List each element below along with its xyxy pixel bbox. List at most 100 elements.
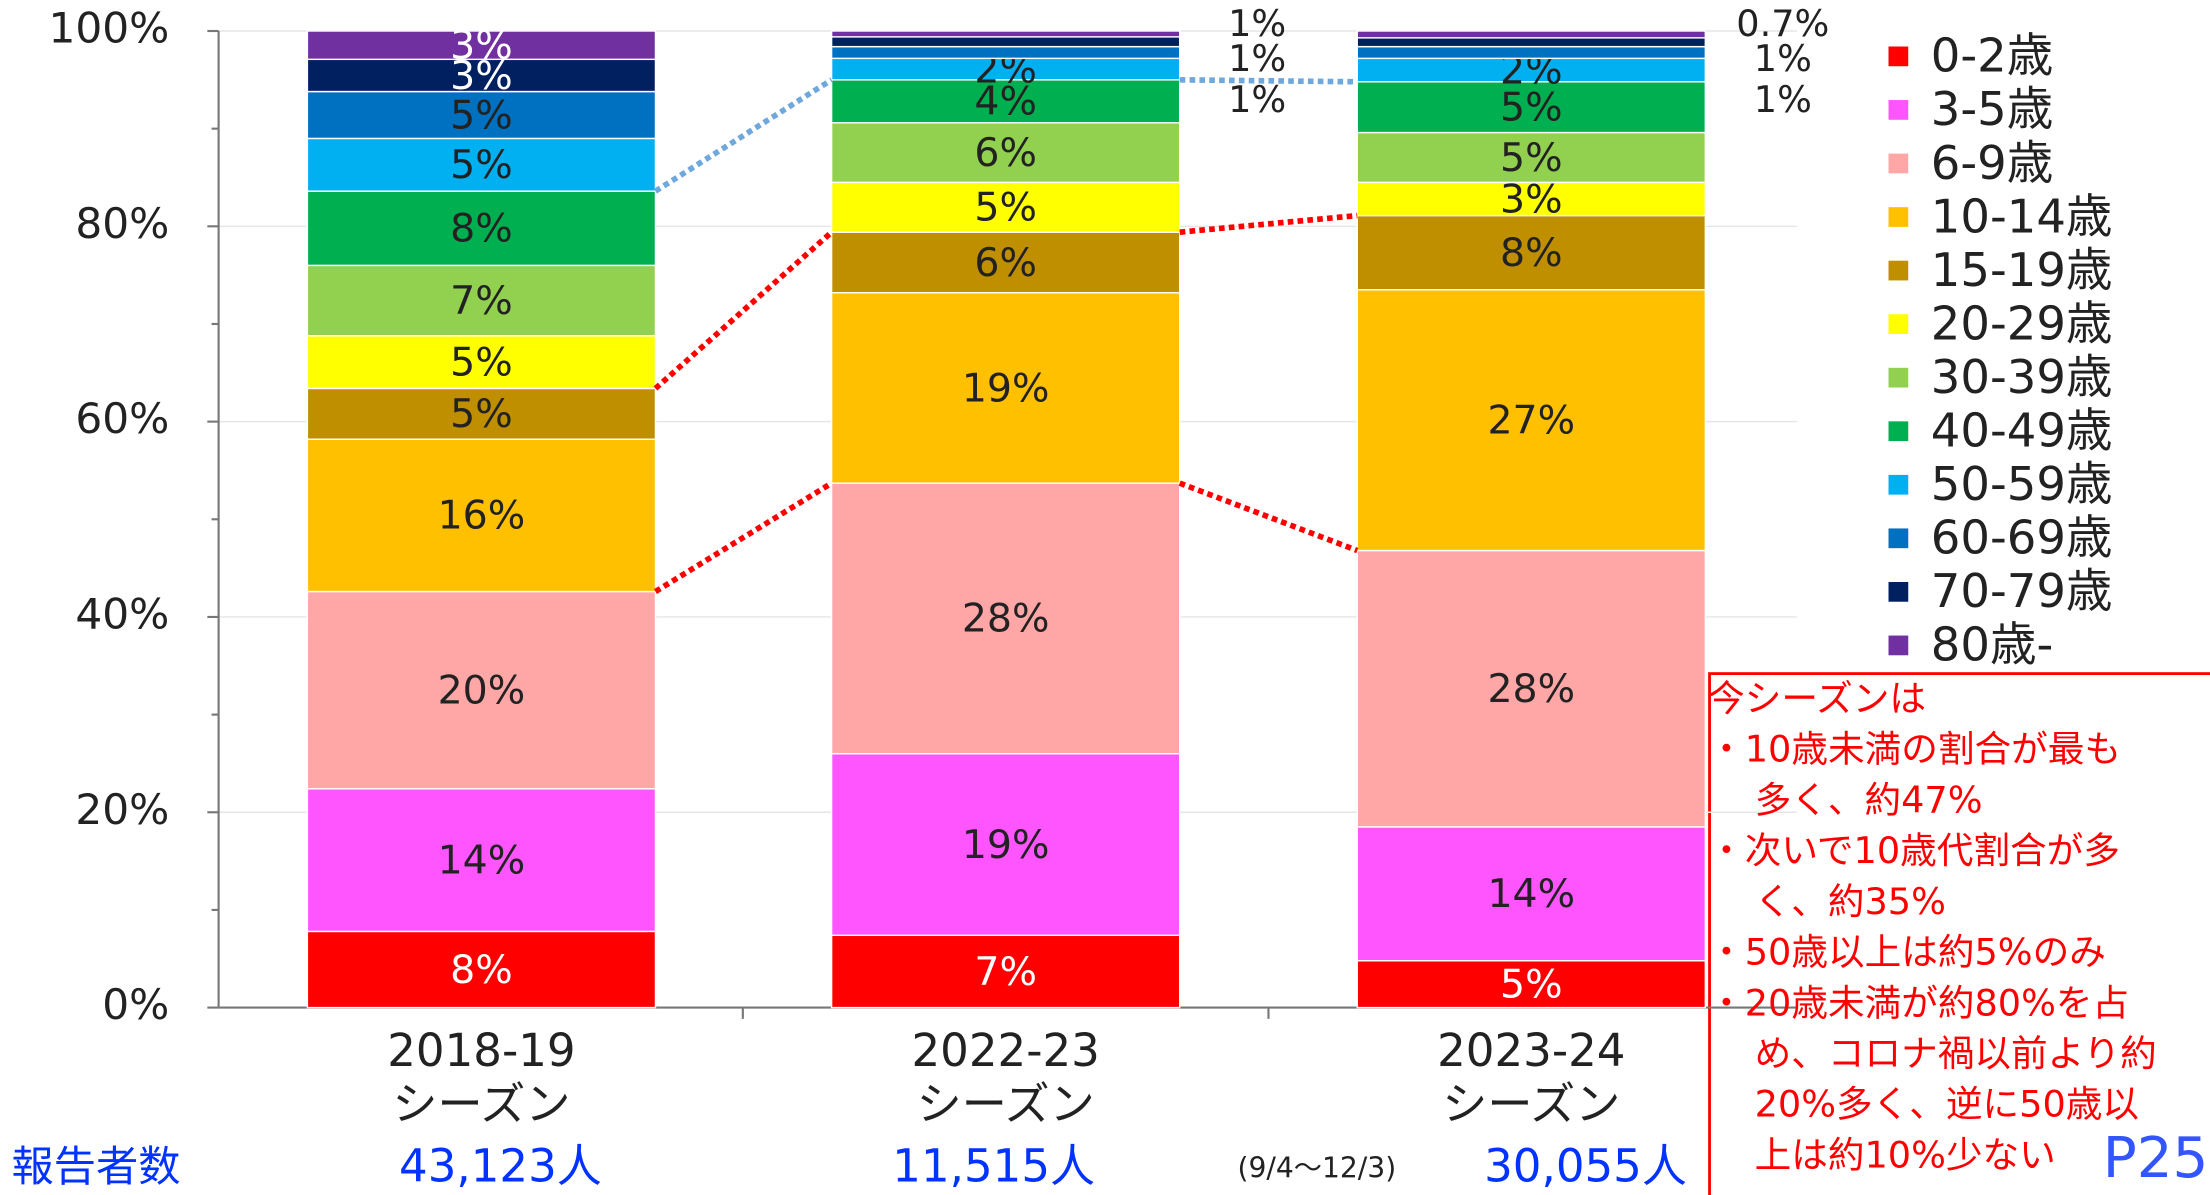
legend-label: 30-39歳 (1931, 350, 2113, 404)
value-label: 8% (450, 947, 513, 993)
y-tick-label: 100% (48, 4, 169, 53)
value-label: 28% (1487, 666, 1575, 712)
bar-segment (830, 30, 1181, 38)
bar-segment (830, 292, 1181, 484)
x-tick-label: シーズン (392, 1078, 570, 1131)
bar-segment (1356, 826, 1707, 962)
legend-label: 70-79歳 (1931, 564, 2113, 618)
annotation-line: く、約35% (1755, 880, 1946, 923)
value-label: 16% (438, 493, 526, 539)
annotation-line: ・50歳以上は約5%のみ (1708, 931, 2106, 974)
value-label: 19% (962, 365, 1050, 411)
y-tick-label: 60% (75, 394, 169, 443)
legend-swatch (1888, 528, 1909, 549)
y-tick-label: 80% (75, 199, 169, 248)
annotation-line: 上は約10%少ない (1755, 1133, 2056, 1176)
connector (653, 230, 834, 391)
value-label: 5% (1500, 961, 1563, 1007)
bar-segment (306, 90, 657, 140)
bar-segment (306, 58, 657, 93)
legend-swatch (1888, 260, 1909, 281)
value-label: 1% (1228, 37, 1286, 80)
y-tick-label: 40% (75, 589, 169, 638)
legend-label: 0-2歳 (1931, 29, 2053, 83)
page-number: P25 (2103, 1126, 2209, 1191)
value-label: 5% (450, 92, 513, 138)
bar-segment (306, 190, 657, 267)
legend-label: 6-9歳 (1931, 136, 2053, 190)
bar-segment (1356, 549, 1707, 828)
legend-swatch (1888, 100, 1909, 120)
annotation-line: 多く、約47% (1755, 778, 1983, 821)
bar-segment (830, 79, 1181, 124)
legend-swatch (1888, 207, 1909, 227)
value-label: 5% (450, 142, 513, 188)
value-label: 5% (1500, 84, 1563, 130)
value-label: 7% (450, 278, 513, 324)
value-label: 19% (962, 822, 1050, 868)
x-tick-label: 2022-23 (911, 1024, 1099, 1077)
legend-label: 10-14歳 (1931, 189, 2113, 243)
legend-label: 15-19歳 (1931, 243, 2113, 297)
value-label: 14% (1487, 871, 1575, 917)
connector (1179, 77, 1358, 85)
value-label: 6% (974, 130, 1037, 176)
value-label: 5% (1500, 135, 1563, 181)
bar-segment (306, 438, 657, 593)
legend-swatch (1888, 581, 1909, 602)
value-label: 6% (974, 240, 1037, 286)
bar-segment (1356, 37, 1707, 48)
annotation-box (1708, 672, 2210, 1195)
connector (653, 77, 834, 194)
value-label: 28% (962, 596, 1050, 642)
x-tick-label: シーズン (917, 1078, 1095, 1131)
bar-segment (830, 45, 1181, 60)
connector (653, 480, 834, 594)
bar-segment (306, 590, 657, 790)
bar-segment (830, 181, 1181, 233)
legend-label: 3-5歳 (1931, 82, 2053, 136)
value-label: 27% (1487, 397, 1575, 443)
bar-segment (306, 930, 657, 1009)
legend-swatch (1888, 367, 1909, 388)
reporter-count: 43,123人 (399, 1140, 602, 1193)
reporter-label: 報告者数 (11, 1142, 180, 1191)
value-label: 1% (1228, 78, 1286, 121)
bar-segment (1356, 131, 1707, 184)
connector (1179, 212, 1358, 235)
bar-segment (1356, 30, 1707, 39)
legend-swatch (1888, 46, 1909, 67)
connector (1178, 480, 1359, 554)
bar-segment (1356, 959, 1707, 1009)
bar-segment (830, 36, 1181, 48)
annotation-line: 今シーズンは (1708, 677, 1926, 720)
period-note: (9/4～12/3) (1237, 1152, 1396, 1185)
annotation-line: め、コロナ禍以前より約 (1755, 1032, 2157, 1075)
value-label: 5% (450, 339, 513, 385)
reporter-count: 11,515人 (892, 1140, 1095, 1193)
x-tick-label: 2018-19 (387, 1024, 575, 1077)
bar-segment (830, 231, 1181, 294)
legend-swatch (1888, 474, 1909, 495)
legend-swatch (1888, 421, 1909, 442)
value-label: 14% (438, 837, 526, 883)
legend-label: 20-29歳 (1931, 296, 2113, 350)
legend-swatch (1888, 153, 1909, 174)
value-label: 3% (1500, 176, 1563, 222)
value-label: 5% (974, 185, 1037, 231)
legend-label: 40-49歳 (1931, 404, 2113, 458)
bar-segment (1356, 289, 1707, 552)
bar-segment (1356, 45, 1707, 60)
bar-segment (306, 137, 657, 192)
bar-segment (306, 30, 657, 61)
value-label: 1% (1228, 2, 1286, 45)
value-label: 5% (450, 391, 513, 437)
legend-label: 80歳- (1931, 618, 2053, 672)
annotation-line: ・20歳未満が約80%を占 (1708, 981, 2129, 1024)
y-tick-label: 20% (75, 785, 169, 834)
x-tick-label: 2023-24 (1437, 1024, 1625, 1077)
bar-segment (1356, 181, 1707, 217)
bar-segment (830, 752, 1181, 937)
legend-swatch (1888, 314, 1909, 334)
